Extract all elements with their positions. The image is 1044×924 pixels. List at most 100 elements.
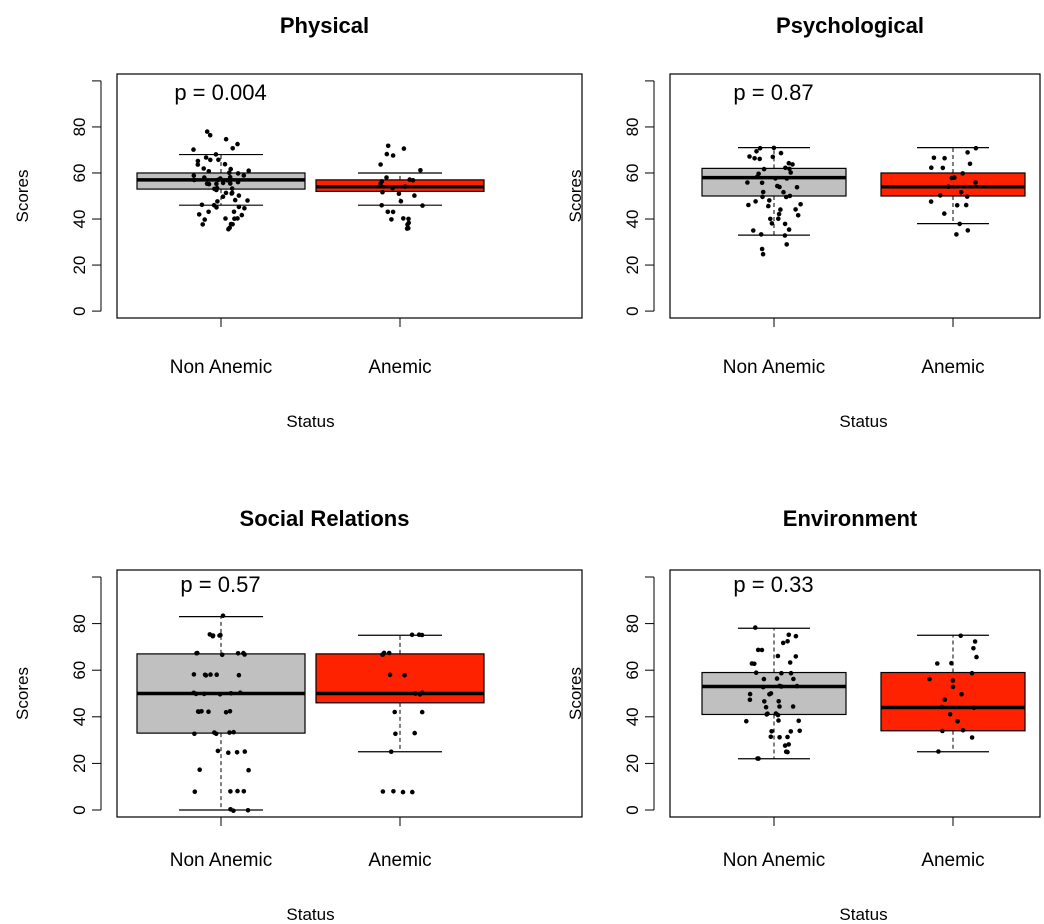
data-point (973, 180, 978, 185)
data-point (763, 704, 769, 710)
data-point (971, 646, 976, 651)
x-category-label: Anemic (921, 357, 984, 378)
data-point (766, 203, 771, 209)
data-point (228, 181, 233, 186)
panel-title: Environment (783, 506, 918, 531)
data-point (206, 169, 212, 174)
data-point (245, 198, 250, 203)
data-point (413, 691, 418, 696)
data-point (227, 709, 233, 714)
data-point (412, 730, 418, 736)
box-anemic (315, 632, 485, 795)
data-point (223, 190, 229, 196)
data-point (406, 225, 411, 231)
data-point (777, 735, 782, 740)
data-point (197, 767, 202, 772)
y-tick-label: 20 (70, 754, 89, 773)
data-point (769, 221, 775, 226)
data-point (779, 684, 784, 689)
data-point (752, 156, 757, 161)
box-non-anemic (136, 129, 306, 232)
data-point (379, 179, 385, 184)
data-point (194, 651, 199, 656)
data-point (201, 691, 207, 697)
data-point (401, 216, 406, 221)
data-point (947, 712, 953, 717)
data-point (412, 193, 417, 198)
data-point (245, 808, 251, 813)
data-point (768, 734, 774, 740)
data-point (973, 145, 979, 151)
data-point (958, 633, 963, 639)
data-point (957, 221, 962, 227)
data-point (235, 179, 241, 185)
data-point (223, 216, 228, 221)
data-point (946, 184, 951, 189)
data-point (242, 749, 248, 754)
data-point (955, 719, 960, 724)
data-point (191, 147, 196, 152)
p-value-label: p = 0.33 (733, 572, 813, 597)
data-point (236, 204, 242, 210)
data-point (931, 155, 937, 161)
data-point (214, 185, 220, 191)
data-point (206, 709, 211, 714)
data-point (406, 220, 412, 226)
y-tick-label: 20 (70, 256, 89, 275)
data-point (208, 672, 213, 677)
data-point (785, 734, 790, 740)
data-point (959, 691, 964, 697)
data-point (757, 145, 763, 151)
data-point (229, 191, 234, 196)
data-point (406, 216, 411, 222)
data-point (788, 729, 794, 734)
data-point (409, 632, 415, 638)
data-point (206, 209, 211, 215)
data-point (222, 161, 228, 167)
data-point (380, 189, 385, 195)
data-point (225, 178, 230, 183)
y-tick-label: 40 (70, 210, 89, 229)
data-point (223, 710, 229, 715)
data-point (960, 171, 965, 176)
data-point (761, 166, 767, 172)
data-point (773, 176, 778, 181)
data-point (761, 676, 767, 682)
data-point (239, 212, 245, 218)
data-point (762, 699, 767, 704)
y-tick-label: 60 (623, 661, 642, 680)
panel-title: Psychological (776, 13, 924, 38)
data-point (782, 233, 788, 238)
data-point (384, 151, 390, 157)
x-axis-title: Status (286, 905, 334, 924)
data-point (387, 672, 393, 678)
data-point (785, 749, 790, 755)
data-point (196, 212, 202, 217)
data-point (390, 185, 395, 191)
data-point (753, 625, 758, 630)
y-tick-label: 20 (623, 256, 642, 275)
p-value-label: p = 0.004 (174, 80, 266, 105)
data-point (786, 632, 792, 638)
data-point (790, 162, 795, 167)
data-point (952, 175, 957, 180)
data-point (195, 158, 201, 164)
data-point (965, 228, 971, 233)
x-axis-title: Status (839, 412, 887, 431)
data-point (796, 718, 801, 724)
data-point (396, 191, 402, 196)
data-point (940, 728, 945, 734)
data-point (794, 185, 800, 190)
data-point (950, 684, 956, 690)
y-tick-label: 80 (623, 117, 642, 136)
x-category-label: Anemic (368, 357, 431, 378)
data-point (419, 709, 425, 715)
data-point (760, 194, 765, 200)
data-point (218, 176, 223, 181)
data-point (781, 189, 786, 195)
data-point (954, 232, 959, 237)
data-point (784, 242, 789, 247)
data-point (960, 727, 966, 733)
data-point (969, 670, 975, 676)
data-point (747, 691, 753, 697)
